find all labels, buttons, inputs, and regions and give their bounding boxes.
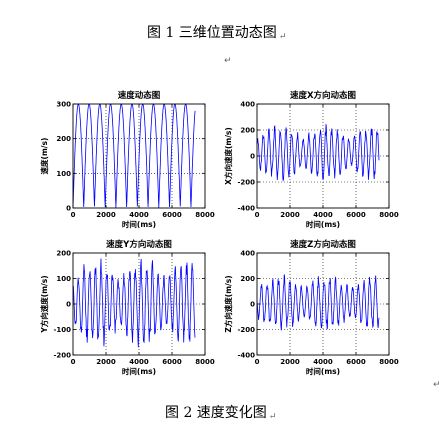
x-tick-label: 8000 — [379, 211, 399, 219]
x-tick-label: 2000 — [96, 211, 116, 219]
y-axis-label: 速度(m/s) — [39, 138, 49, 175]
chart-panel: 速度X方向动态图 0 2000 4000 6000 8000 -400 -200 0 200 400… — [223, 90, 399, 229]
chart-panel: 速度Y方向动态图 0 2000 4000 6000 8000 -200 -100 0 100 200… — [39, 239, 215, 376]
x-tick-label: 4000 — [129, 211, 149, 219]
y-tick-label: 200 — [56, 135, 71, 143]
x-tick-label: 6000 — [346, 358, 366, 366]
series-line — [72, 258, 196, 348]
x-tick-label: 2000 — [96, 358, 116, 366]
y-tick-label: 400 — [240, 250, 255, 258]
chart-title: 速度Z方向动态图 — [290, 239, 356, 250]
figure1-caption: 图 1 三维位置动态图 ↵ — [147, 25, 287, 42]
x-tick-label: 4000 — [313, 211, 333, 219]
x-axis-label: 时间(ms) — [122, 219, 156, 229]
x-tick-label: 0 — [71, 211, 76, 219]
x-axis-label: 时间(ms) — [306, 219, 340, 229]
y-tick-label: 0 — [250, 153, 255, 161]
y-tick-label: -200 — [237, 326, 255, 334]
y-tick-label: -100 — [53, 326, 71, 334]
y-tick-label: -200 — [53, 352, 71, 360]
y-axis-label: Z方向速度(m/s) — [223, 275, 233, 332]
figure2-caption: 图 2 速度变化图 ↵ — [165, 405, 277, 422]
series-line — [72, 103, 196, 209]
x-tick-label: 8000 — [195, 211, 215, 219]
y-tick-label: 0 — [250, 301, 255, 309]
y-tick-label: -400 — [237, 352, 255, 360]
y-tick-label: 100 — [56, 170, 71, 178]
x-tick-label: 0 — [255, 358, 260, 366]
x-axis-label: 时间(ms) — [306, 366, 340, 376]
series-line — [256, 124, 380, 182]
x-tick-label: 6000 — [346, 211, 366, 219]
y-tick-label: 400 — [240, 101, 255, 109]
x-tick-label: 6000 — [162, 358, 182, 366]
chart-panel: 速度动态图 0 2000 4000 6000 8000 0 100 200 300 时间(ms) 速度… — [39, 90, 215, 229]
x-tick-label: 2000 — [280, 358, 300, 366]
y-tick-label: -200 — [237, 179, 255, 187]
y-tick-label: 200 — [56, 250, 71, 258]
chart-title: 速度动态图 — [118, 90, 161, 101]
x-tick-label: 4000 — [313, 358, 333, 366]
y-tick-label: -400 — [237, 205, 255, 213]
x-tick-label: 0 — [255, 211, 260, 219]
chart-title: 速度X方向动态图 — [290, 90, 356, 101]
y-tick-label: 100 — [56, 275, 71, 283]
y-tick-label: 200 — [240, 275, 255, 283]
return-mark: ↵ — [433, 380, 441, 390]
x-tick-label: 6000 — [162, 211, 182, 219]
y-tick-label: 300 — [56, 101, 71, 109]
x-tick-label: 4000 — [129, 358, 149, 366]
y-axis-label: Y方向速度(m/s) — [39, 275, 49, 333]
chart-panel: 速度Z方向动态图 0 2000 4000 6000 8000 -400 -200 0 200 400… — [223, 239, 399, 376]
x-tick-label: 8000 — [379, 358, 399, 366]
x-tick-label: 0 — [71, 358, 76, 366]
x-tick-label: 2000 — [280, 211, 300, 219]
return-mark: ↵ — [224, 56, 232, 66]
y-tick-label: 0 — [66, 205, 71, 213]
series-line — [256, 274, 380, 331]
y-tick-label: 200 — [240, 127, 255, 135]
y-axis-label: X方向速度(m/s) — [223, 127, 233, 185]
y-tick-label: 0 — [66, 301, 71, 309]
chart-title: 速度Y方向动态图 — [106, 239, 172, 250]
x-tick-label: 8000 — [195, 358, 215, 366]
x-axis-label: 时间(ms) — [122, 366, 156, 376]
